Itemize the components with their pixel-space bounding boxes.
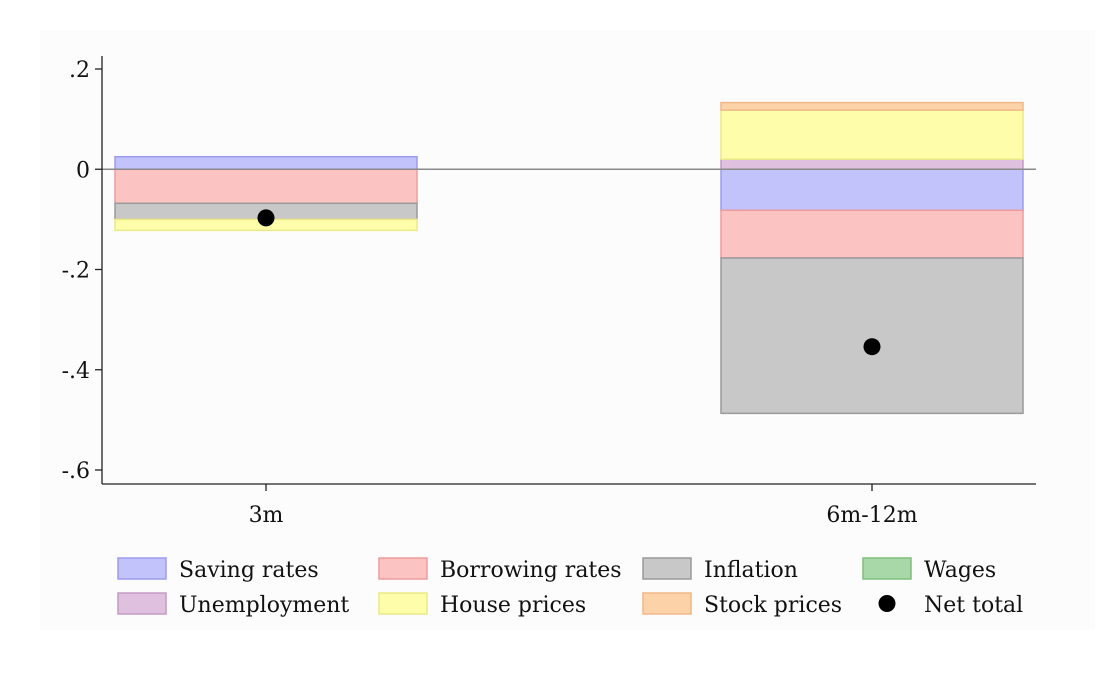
legend-label-borrowing-rates: Borrowing rates	[440, 558, 622, 583]
legend-label-inflation: Inflation	[704, 558, 798, 583]
legend-swatch-house-prices	[378, 592, 428, 615]
legend-marker-net-total	[878, 595, 896, 612]
legend-swatch-inflation	[642, 557, 692, 580]
legend-label-house-prices: House prices	[440, 593, 586, 618]
y-tick-label: 0	[76, 158, 90, 183]
net-total-layer	[257, 209, 881, 356]
x-tick-label: 3m	[249, 503, 284, 528]
legend-label-stock-prices: Stock prices	[704, 593, 842, 618]
y-tick-label: -.4	[62, 359, 90, 384]
legend-swatch-wages	[862, 557, 912, 580]
y-tick-label: -.6	[62, 459, 90, 484]
legend-label-saving-rates: Saving rates	[179, 558, 319, 583]
bar-saving-rates-3m	[114, 155, 418, 170]
axes-layer: .2 0 -.2 -.4 -.6 3m 6m-12m	[62, 56, 1036, 528]
legend-swatch-stock-prices	[642, 592, 692, 615]
net-total-point-6m-12m	[863, 338, 881, 356]
y-tick-label: .2	[69, 58, 90, 83]
bar-borrowing-rates-3m	[114, 168, 418, 205]
legend-label-wages: Wages	[924, 558, 996, 583]
net-total-point-3m	[257, 209, 275, 227]
legend-label-net-total: Net total	[924, 593, 1023, 618]
bar-saving-rates-6m-12m	[720, 168, 1024, 212]
legend: Saving rates Borrowing rates Inflation Wage…	[117, 557, 1023, 618]
x-tick-label: 6m-12m	[826, 503, 917, 528]
legend-swatch-saving-rates	[117, 557, 167, 580]
bar-house-prices-6m-12m	[720, 109, 1024, 160]
bar-unemployment-6m-12m	[720, 158, 1024, 171]
legend-swatch-unemployment	[117, 592, 167, 615]
bar-inflation-6m-12m	[720, 257, 1024, 415]
bar-borrowing-rates-6m-12m	[720, 209, 1024, 259]
y-tick-label: -.2	[62, 259, 90, 284]
legend-swatch-borrowing-rates	[378, 557, 428, 580]
bar-stock-prices-6m-12m	[720, 101, 1024, 111]
legend-label-unemployment: Unemployment	[179, 593, 349, 618]
